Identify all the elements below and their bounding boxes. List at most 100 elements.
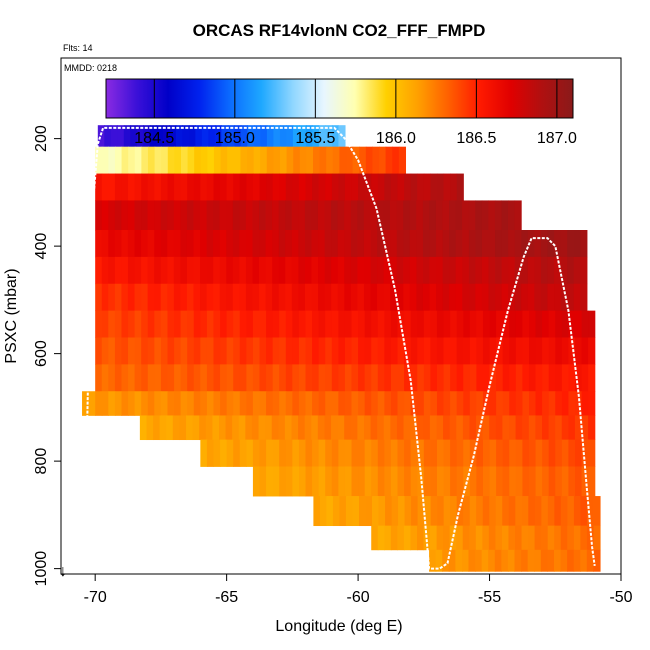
heatmap-cell <box>285 173 293 201</box>
heatmap-cell <box>128 146 136 174</box>
heatmap-cell <box>331 391 339 416</box>
heatmap-cell <box>535 466 543 497</box>
x-tick-label: -50 <box>609 589 632 606</box>
flight-track-layer <box>86 126 596 570</box>
heatmap-cell <box>449 415 457 441</box>
heatmap-cell <box>305 391 313 416</box>
heatmap-cell <box>481 230 490 258</box>
heatmap-cell <box>226 310 234 338</box>
heatmap-cell <box>114 283 122 312</box>
heatmap-cell <box>423 337 431 365</box>
heatmap-cell <box>588 310 596 338</box>
heatmap-cell <box>568 466 576 497</box>
heatmap-cell <box>285 283 293 312</box>
heatmap-cell <box>220 337 228 365</box>
heatmap-cell <box>159 415 167 441</box>
heatmap-cell <box>325 466 333 497</box>
heatmap-cell <box>501 230 509 258</box>
heatmap-cell <box>385 146 393 174</box>
heatmap-cell <box>221 125 229 148</box>
heatmap-cell <box>509 310 517 338</box>
heatmap-cell <box>160 364 169 392</box>
flights-annotation: Flts: 14 <box>63 43 93 53</box>
heatmap-cell <box>318 337 326 365</box>
heatmap-cell <box>272 391 280 416</box>
heatmap-cell <box>358 466 366 497</box>
heatmap-cell <box>245 283 254 312</box>
heatmap-cell <box>306 146 314 174</box>
heatmap-cell <box>186 230 195 258</box>
heatmap-cell <box>180 256 188 285</box>
heatmap-cell <box>358 310 366 338</box>
heatmap-cell <box>265 283 273 312</box>
heatmap-cell <box>573 549 581 572</box>
heatmap-cell <box>554 283 562 312</box>
colorbar-tick-label: 184.5 <box>134 130 174 147</box>
heatmap-cell <box>213 230 221 258</box>
heatmap-cell <box>488 283 496 312</box>
heatmap-cell <box>312 391 320 416</box>
heatmap-cell <box>298 173 307 201</box>
heatmap-cell <box>363 200 371 231</box>
heatmap-cell <box>390 337 399 365</box>
heatmap-cell <box>581 415 589 441</box>
heatmap-cell <box>239 391 247 416</box>
heatmap-cell <box>114 364 123 392</box>
heatmap-cell <box>266 310 274 338</box>
heatmap-cell <box>127 256 136 285</box>
heatmap-cell <box>318 256 326 285</box>
heatmap-cell <box>542 337 550 365</box>
heatmap-cell <box>496 364 504 392</box>
heatmap-cell <box>430 466 438 497</box>
heatmap-cell <box>396 256 404 285</box>
heatmap-cell <box>260 125 268 148</box>
colorbar-tick-label: 185.0 <box>215 130 255 147</box>
heatmap-cell <box>351 337 359 365</box>
heatmap-cell <box>430 337 438 365</box>
heatmap-cell <box>555 439 563 467</box>
heatmap-cell <box>239 256 247 285</box>
heatmap-cell <box>239 200 247 231</box>
heatmap-cell <box>463 364 471 392</box>
heatmap-cell <box>206 364 215 392</box>
heatmap-cell <box>141 337 149 365</box>
heatmap-cell <box>252 200 260 231</box>
heatmap-cell <box>253 146 261 174</box>
heatmap-cell <box>495 256 503 285</box>
heatmap-cell <box>141 200 149 231</box>
heatmap-cell <box>134 337 142 365</box>
heatmap-cell <box>127 200 136 231</box>
heatmap-cell <box>482 364 491 392</box>
heatmap-cell <box>259 466 267 497</box>
heatmap-cell <box>218 415 227 441</box>
heatmap-cell <box>114 310 123 338</box>
heatmap-cell <box>169 125 177 148</box>
x-axis: -70 -65 -60 -55 -50 <box>84 573 633 606</box>
heatmap-cell <box>385 496 393 527</box>
heatmap-cell <box>573 256 581 285</box>
heatmap-cell <box>482 310 491 338</box>
heatmap-cell <box>338 337 346 365</box>
heatmap-cell <box>239 283 247 312</box>
heatmap-cell <box>312 310 320 338</box>
heatmap-cell <box>450 173 458 201</box>
heatmap-cell <box>424 496 432 527</box>
heatmap-cell <box>214 125 222 148</box>
heatmap-cell <box>179 415 187 441</box>
heatmap-cell <box>489 310 497 338</box>
heatmap-cell <box>114 256 122 285</box>
heatmap-cell <box>272 466 280 497</box>
heatmap-cell <box>272 230 280 258</box>
heatmap-cell <box>541 525 549 551</box>
heatmap-cell <box>476 391 484 416</box>
heatmap-cell <box>154 146 162 174</box>
heatmap-cell <box>291 283 299 312</box>
heatmap-cell <box>508 496 516 527</box>
heatmap-cell <box>359 146 367 174</box>
heatmap-cell <box>305 173 313 201</box>
heatmap-cell <box>489 337 497 365</box>
heatmap-cell <box>213 200 221 231</box>
heatmap-cell <box>561 439 570 467</box>
heatmap-cell <box>436 391 445 416</box>
heatmap-cell <box>364 415 372 441</box>
